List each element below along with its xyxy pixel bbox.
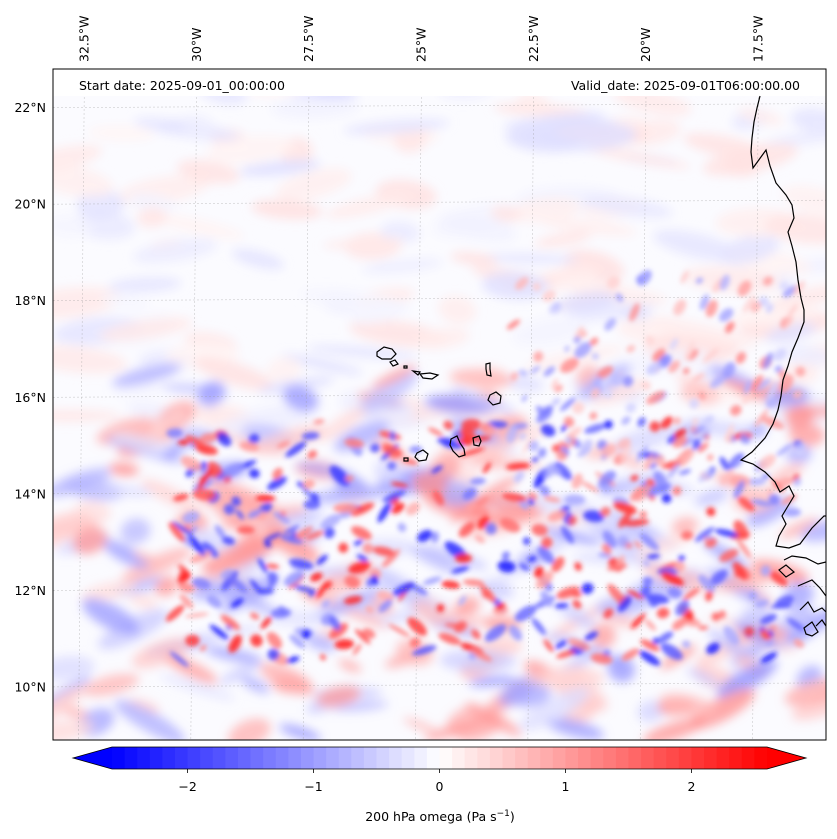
latitude-gridline — [53, 682, 826, 688]
colorbar: −2 −1 0 1 2 200 hPa omega (Pa s−1) — [71, 746, 808, 824]
coastline-mauritania-senegal — [739, 95, 826, 549]
colorbar-extend-high — [767, 747, 806, 769]
coastline-guinea — [799, 601, 826, 637]
latitude-tick-label: 10°N — [14, 679, 46, 694]
island-sal — [485, 362, 492, 377]
island-santiago — [449, 435, 466, 458]
island-santa-luzia — [403, 365, 408, 369]
colorbar-outline — [71, 746, 808, 770]
header-strip — [53, 69, 826, 96]
longitude-tick-label: 27.5°W — [301, 16, 316, 62]
latitude-tick-label: 18°N — [14, 293, 46, 308]
latitude-tick-labels: 22°N 20°N 18°N 16°N 14°N 12°N 10°N — [14, 100, 46, 694]
gridlines — [53, 69, 826, 740]
latitude-gridline — [53, 199, 826, 205]
latitude-tick-label: 12°N — [14, 583, 46, 598]
omega-field-fine — [165, 270, 807, 668]
colorbar-segments — [112, 747, 768, 769]
longitude-tick-label: 20°W — [638, 27, 653, 62]
longitude-tick-label: 30°W — [189, 27, 204, 62]
cape-verde-islands — [376, 346, 502, 462]
longitude-tick-label: 25°W — [414, 27, 429, 62]
map-frame — [52, 68, 827, 741]
latitude-tick-label: 16°N — [14, 390, 46, 405]
colorbar-tick-label: 2 — [687, 779, 695, 794]
island-boa-vista — [487, 391, 502, 406]
island-maio — [472, 435, 482, 447]
omega-field-broad — [53, 73, 826, 740]
island-sao-nicolau — [410, 370, 440, 380]
island-sao-vicente — [389, 359, 399, 367]
longitude-tick-label: 32.5°W — [76, 16, 91, 62]
island-fogo — [414, 449, 429, 462]
latitude-gridline — [53, 103, 826, 108]
longitude-tick-label: 17.5°W — [751, 16, 766, 62]
map-panel — [52, 68, 827, 741]
latitude-gridline — [53, 489, 826, 495]
colorbar-ticks: −2 −1 0 1 2 — [178, 769, 695, 794]
latitude-gridline — [53, 296, 826, 301]
coastline-bijagos — [778, 555, 826, 597]
latitude-tick-label: 22°N — [14, 100, 46, 115]
colorbar-tick-label: 1 — [561, 779, 569, 794]
start-date-label: Start date: 2025-09-01_00:00:00 — [79, 78, 285, 93]
valid-date-label: Valid_date: 2025-09-01T06:00:00.00 — [571, 78, 800, 93]
colorbar-label: 200 hPa omega (Pa s−1) — [365, 809, 515, 824]
longitude-tick-label: 22.5°W — [526, 16, 541, 62]
longitude-tick-labels: 32.5°W 30°W 27.5°W 25°W 22.5°W 20°W 17.5°W — [76, 16, 765, 62]
west-africa-coastline — [739, 95, 826, 637]
colorbar-tick-label: −1 — [304, 779, 322, 794]
latitude-tick-label: 14°N — [14, 486, 46, 501]
island-santo-antao — [376, 346, 397, 360]
latitude-gridline — [53, 393, 826, 398]
colorbar-extend-low — [73, 747, 112, 769]
colorbar-tick-label: −2 — [178, 779, 196, 794]
island-brava — [403, 457, 409, 462]
latitude-tick-label: 20°N — [14, 197, 46, 212]
colorbar-tick-label: 0 — [436, 779, 444, 794]
latitude-gridline — [53, 586, 826, 591]
